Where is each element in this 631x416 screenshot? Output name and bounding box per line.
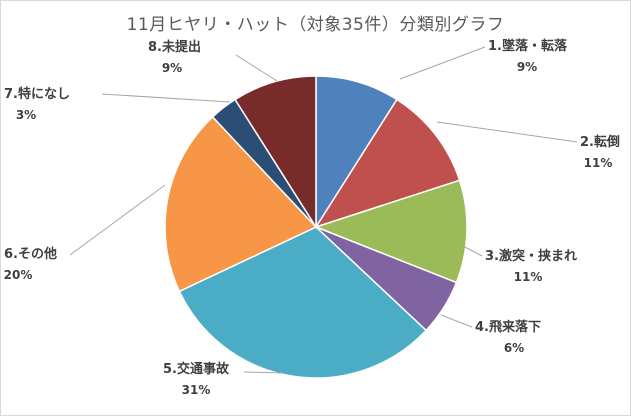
pie-slice-5[interactable] bbox=[178, 226, 428, 379]
slice-value-label-7: 3% bbox=[16, 108, 36, 122]
leader-line-3 bbox=[462, 245, 483, 257]
pie-slices bbox=[164, 75, 468, 379]
leader-line-5 bbox=[243, 371, 284, 374]
slice-value-label-2: 11% bbox=[584, 156, 613, 170]
slice-value-label-5: 31% bbox=[182, 383, 211, 397]
slice-label-5: 5.交通事故 bbox=[163, 361, 230, 377]
pie-slice-2[interactable] bbox=[314, 98, 461, 229]
slice-value-label-6: 20% bbox=[4, 268, 33, 282]
slice-label-2: 2.転倒 bbox=[580, 134, 620, 150]
leader-line-2 bbox=[436, 121, 578, 143]
slice-value-label-1: 9% bbox=[517, 60, 537, 74]
leader-line-7 bbox=[101, 93, 231, 103]
leader-line-4 bbox=[440, 314, 473, 328]
chart-title: 11月ヒヤリ・ハット（対象35件）分類別グラフ bbox=[126, 15, 505, 35]
slice-value-label-8: 9% bbox=[162, 61, 182, 75]
slice-label-3: 3.激突・挟まれ bbox=[485, 248, 577, 264]
pie-slice-1[interactable] bbox=[315, 75, 398, 230]
slice-label-4: 4.飛来落下 bbox=[475, 319, 541, 335]
slice-value-label-4: 6% bbox=[504, 341, 524, 355]
slice-value-label-3: 11% bbox=[514, 270, 543, 284]
leader-line-1 bbox=[399, 46, 486, 80]
leader-line-8 bbox=[235, 54, 278, 82]
pie-slice-3[interactable] bbox=[313, 179, 468, 284]
slice-label-7: 7.特になし bbox=[4, 86, 70, 102]
pie-slice-6[interactable] bbox=[164, 115, 318, 293]
pie-slice-8[interactable] bbox=[234, 75, 317, 230]
slice-label-6: 6.その他 bbox=[4, 246, 57, 262]
slice-label-8: 8.未提出 bbox=[148, 39, 201, 55]
slice-label-1: 1.墜落・転落 bbox=[488, 38, 568, 54]
leader-line-6 bbox=[69, 184, 166, 256]
